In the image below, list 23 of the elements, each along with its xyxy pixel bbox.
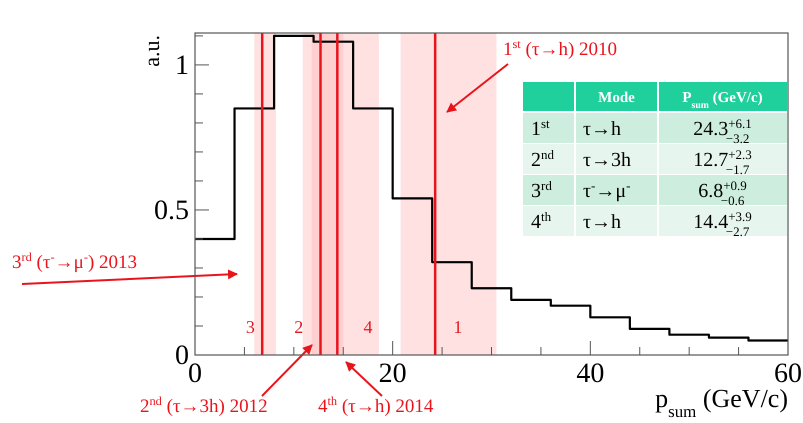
annotation: 4$^{th}$ [531,208,552,233]
band-label: 4 [363,317,372,338]
ref-line-label: 1$^{st}$ (τ→h) 2010 [503,37,618,60]
band-label: 2 [294,317,304,338]
y-tick-label: 0.5 [154,194,189,226]
annotation: 1$^{st}$ [531,116,550,140]
ref-line-label: 2$^{nd}$ (τ→3h) 2012 [140,394,268,417]
annotation: Mode [598,90,636,106]
legend-label: 4$^{th}$ (τ→h) 2014 [318,394,434,417]
band-label: 1 [453,317,462,338]
annotation: τ→h [583,211,622,233]
y-axis-title: a.u. [139,35,164,67]
annotation: 3$^{rd}$ [531,178,552,202]
annotation: τ→h [583,118,622,140]
x-tick-label: 20 [378,358,407,389]
band-label: 3 [246,317,255,338]
annotation: τ→3h [583,149,632,171]
ref-line-label: 3$^{rd}$ (τ$^{-}$→μ$^{-}$) 2013 [12,250,138,273]
y-tick-label: 1 [175,50,189,81]
annotation: P$_{sum}$ (GeV/c) [682,90,763,110]
annotation: τ$^{-}$→μ$^{-}$ [583,178,630,202]
x-tick-label: 40 [576,358,604,389]
annotation: 2$^{nd}$ [531,146,554,171]
